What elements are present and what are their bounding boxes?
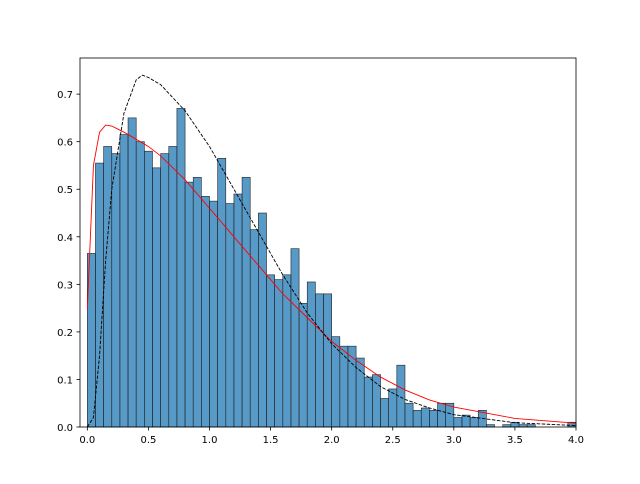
x-tick-label: 3.0 [446, 435, 462, 446]
bar [217, 158, 227, 428]
bar [388, 388, 398, 428]
bar [347, 345, 357, 428]
x-tick-label: 2.0 [324, 435, 340, 446]
bar [209, 200, 218, 428]
y-tick-label: 0.5 [57, 185, 73, 196]
bar [290, 248, 300, 428]
y-tick-label: 0.7 [57, 90, 73, 101]
bar [201, 196, 210, 428]
bar [274, 279, 284, 428]
bar [176, 108, 186, 428]
bar [420, 407, 430, 428]
y-tick-label: 0.0 [57, 423, 73, 434]
bar [160, 153, 170, 428]
bar [168, 146, 178, 428]
bar [103, 146, 113, 428]
bar [404, 402, 414, 428]
bar [144, 150, 153, 428]
bar [249, 229, 259, 428]
bar [225, 203, 235, 428]
bar [258, 212, 267, 428]
bar [119, 134, 129, 428]
y-tick-label: 0.1 [57, 375, 73, 386]
bar [111, 153, 121, 428]
bar [429, 410, 438, 428]
y-tick-label: 0.6 [57, 138, 73, 149]
bar [152, 167, 161, 428]
bar [298, 303, 308, 428]
bar [127, 117, 137, 428]
bar [266, 274, 275, 428]
y-tick-label: 0.3 [57, 280, 73, 291]
bar [135, 141, 145, 428]
bar [339, 345, 349, 428]
bar [437, 402, 446, 428]
x-tick-label: 3.5 [507, 435, 523, 446]
bar [233, 193, 243, 428]
x-tick-label: 0.5 [140, 435, 156, 446]
y-tick-label: 0.4 [57, 233, 73, 244]
line [86, 124, 577, 424]
bar [380, 398, 389, 428]
bar [372, 374, 381, 428]
x-tick-label: 4.0 [568, 435, 584, 446]
bar [469, 417, 479, 428]
bar [192, 177, 202, 428]
line [86, 74, 577, 428]
bar [315, 293, 324, 428]
bar [306, 281, 316, 428]
bar [184, 181, 194, 428]
bar [363, 376, 373, 428]
x-tick-label: 0.0 [79, 435, 95, 446]
bar [412, 410, 422, 428]
axes-frame [79, 57, 577, 428]
x-tick-label: 1.0 [202, 435, 218, 446]
bar [453, 417, 463, 428]
y-tick-label: 0.2 [57, 328, 73, 339]
x-tick-label: 1.5 [263, 435, 279, 446]
bar [323, 293, 332, 428]
bar [241, 177, 251, 428]
x-tick-label: 2.5 [385, 435, 401, 446]
